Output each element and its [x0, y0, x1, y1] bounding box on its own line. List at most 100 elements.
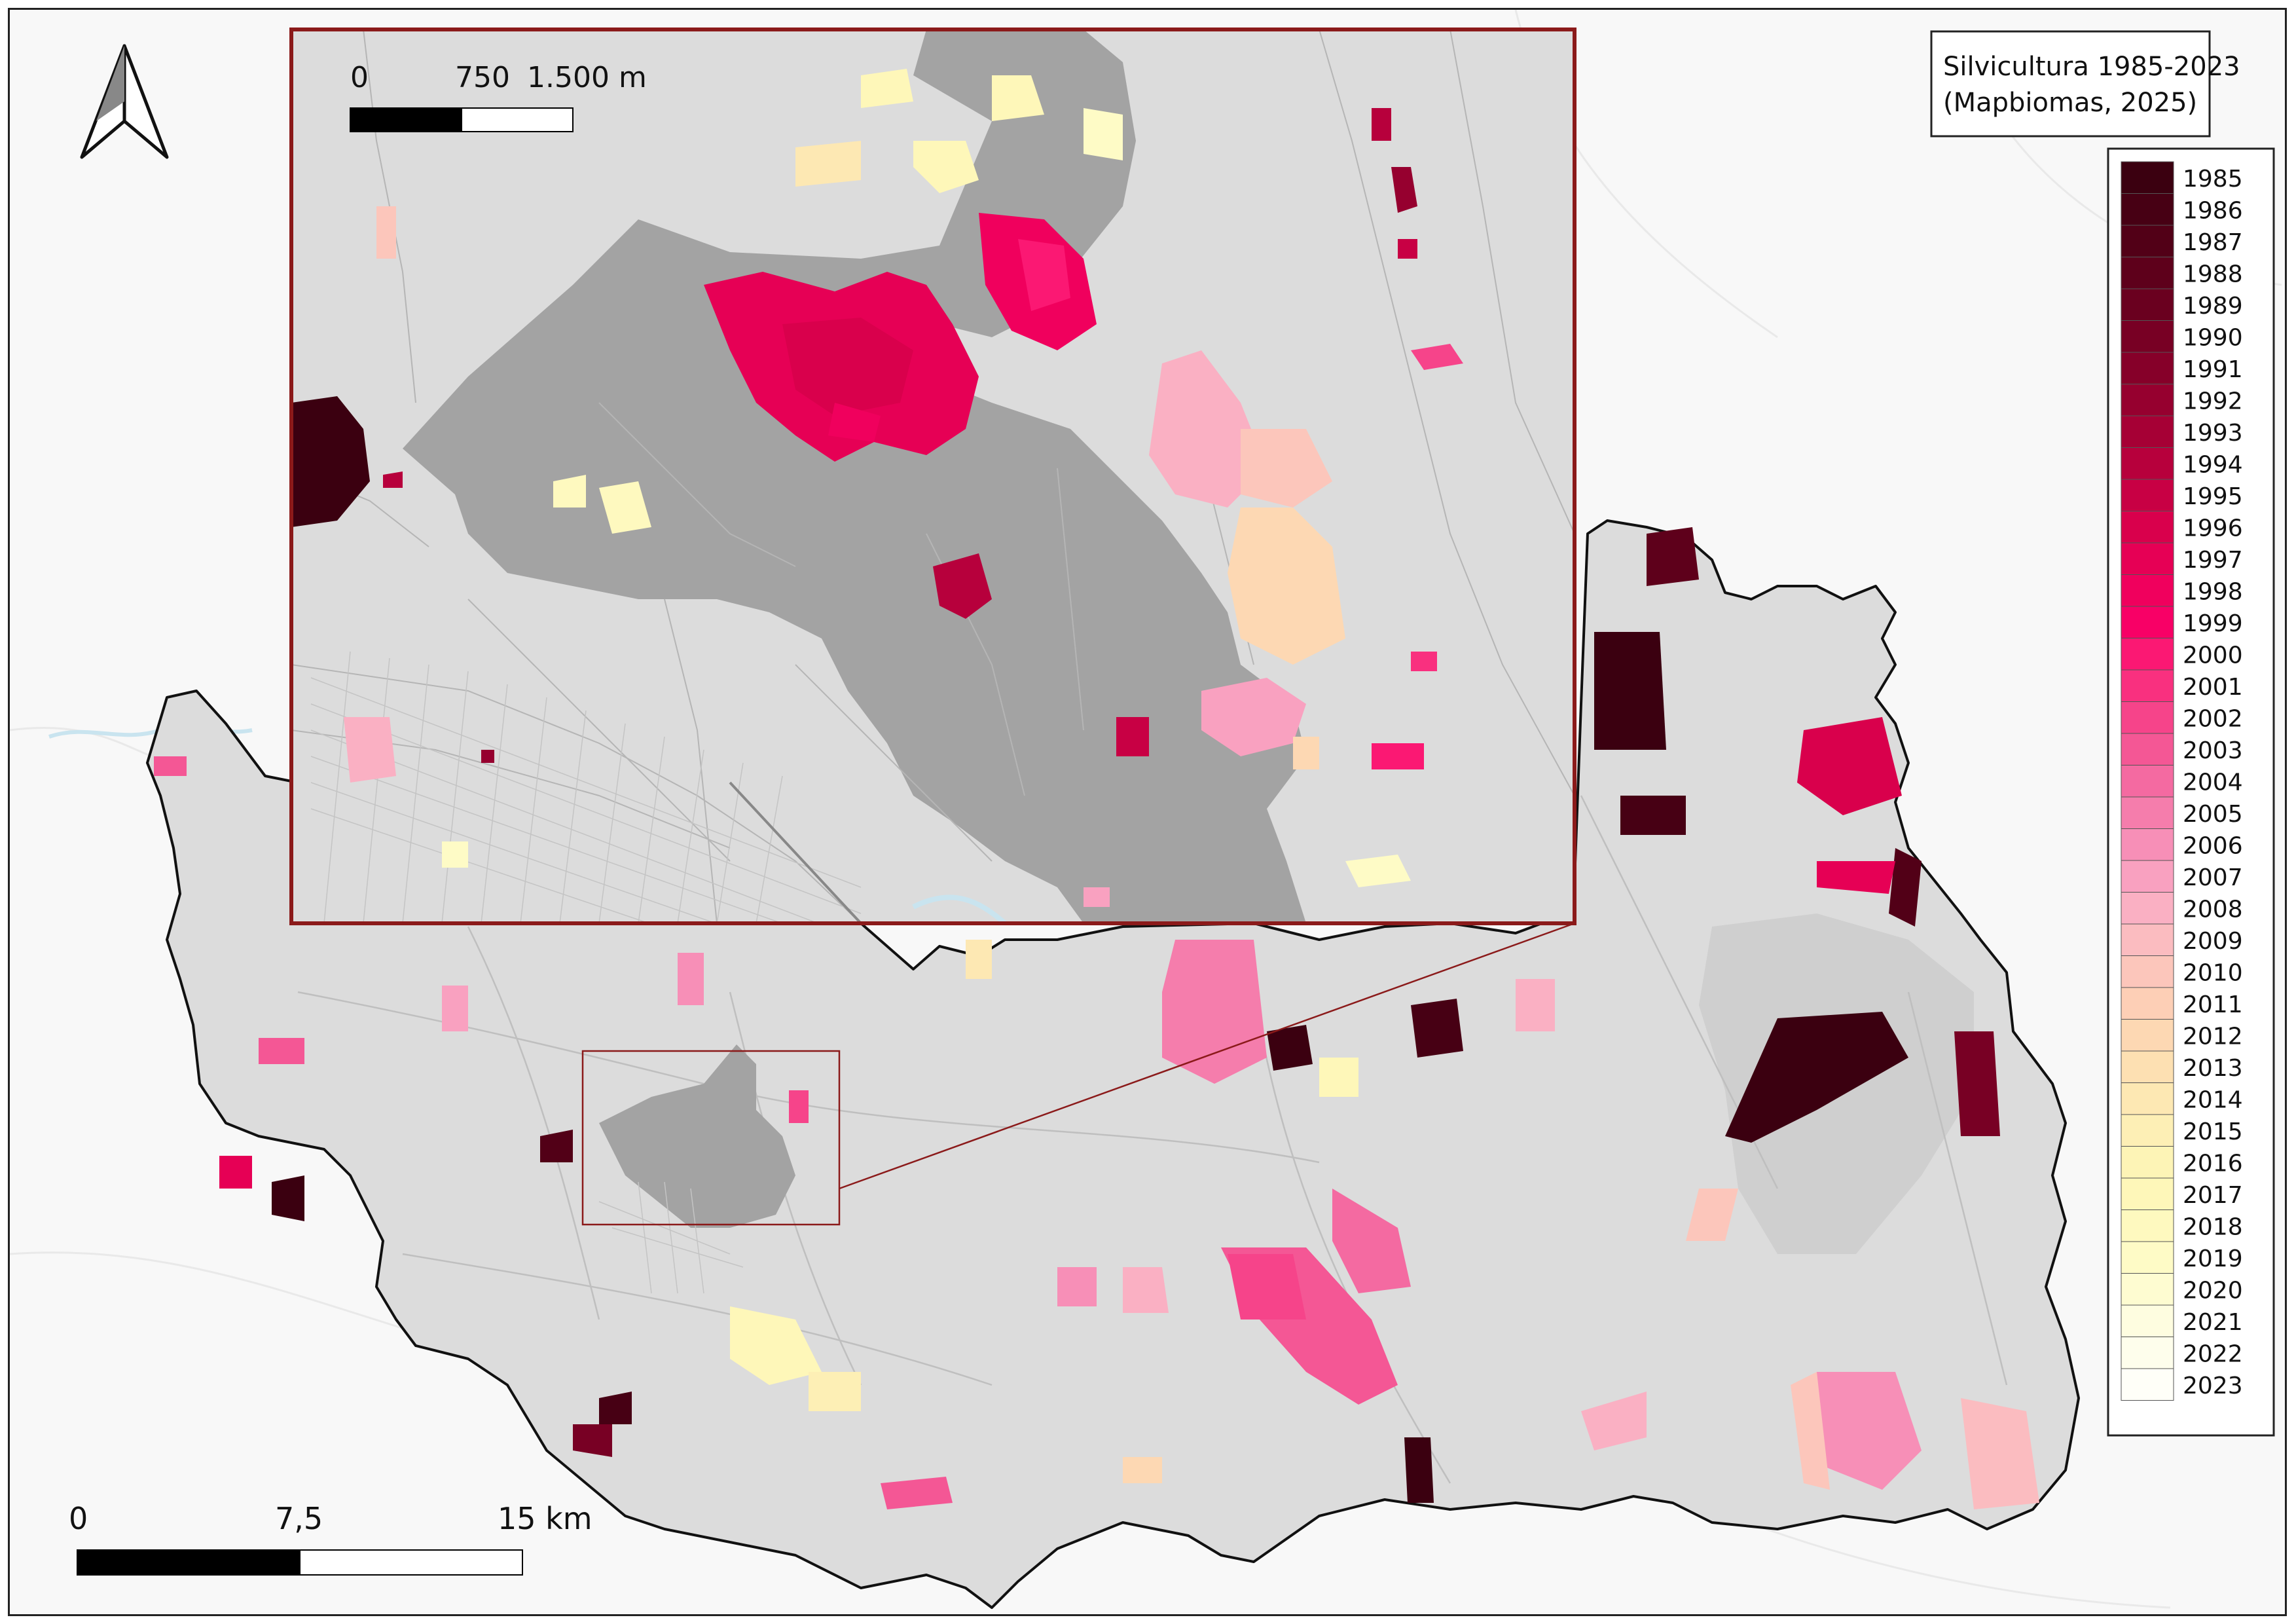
inset-railway — [729, 781, 862, 923]
inset-border — [289, 28, 1576, 925]
legend-swatch-2000 — [2121, 638, 2174, 671]
main-scale-label-7-5: 7,5 — [275, 1501, 323, 1536]
legend-swatch-1998 — [2121, 574, 2174, 607]
legend-label-1995: 1995 — [2183, 483, 2243, 510]
inset-scale-label-1500: 1.500 m — [527, 61, 647, 94]
legend-label-2010: 2010 — [2183, 959, 2243, 986]
main-scalebar-black-segment — [77, 1549, 301, 1576]
legend-swatch-1993 — [2121, 415, 2174, 448]
legend-label-2016: 2016 — [2183, 1150, 2243, 1177]
inset-map: 0 750 1.500 m — [289, 28, 1576, 925]
legend-label-1998: 1998 — [2183, 578, 2243, 605]
north-arrow-icon — [80, 44, 169, 159]
inset-silviculture-patches — [291, 69, 1463, 907]
legend-swatch-2005 — [2121, 796, 2174, 829]
legend-label-2019: 2019 — [2183, 1246, 2243, 1272]
legend-label-1989: 1989 — [2183, 293, 2243, 320]
title-box: Silvicultura 1985-2023 (Mapbiomas, 2025) — [1930, 30, 2240, 138]
urban-area-main — [599, 1044, 795, 1228]
legend-label-2007: 2007 — [2183, 864, 2243, 891]
legend-label-1988: 1988 — [2183, 261, 2243, 287]
legend-swatch-2023 — [2121, 1368, 2174, 1401]
legend-label-2000: 2000 — [2183, 642, 2243, 669]
legend-label-2002: 2002 — [2183, 705, 2243, 732]
map-canvas: 0 750 1.500 m 0 7,5 15 km Silvicultura 1… — [10, 10, 2282, 1609]
map-frame: 0 750 1.500 m 0 7,5 15 km Silvicultura 1… — [8, 8, 2287, 1616]
legend-label-2012: 2012 — [2183, 1023, 2243, 1050]
title-line-1: Silvicultura 1985-2023 — [1943, 52, 2240, 82]
legend-swatch-2022 — [2121, 1337, 2174, 1369]
legend-label-2022: 2022 — [2183, 1340, 2243, 1367]
legend-label-2014: 2014 — [2183, 1086, 2243, 1113]
legend-swatch-1997 — [2121, 542, 2174, 575]
legend-swatch-1989 — [2121, 288, 2174, 321]
legend-swatch-2015 — [2121, 1114, 2174, 1147]
main-scalebar: 0 7,5 15 km — [69, 1501, 592, 1576]
legend-swatch-1994 — [2121, 447, 2174, 480]
legend-swatch-2007 — [2121, 860, 2174, 893]
legend-label-2009: 2009 — [2183, 928, 2243, 955]
legend-swatch-2002 — [2121, 701, 2174, 734]
legend-label-1986: 1986 — [2183, 197, 2243, 224]
legend-swatch-2011 — [2121, 987, 2174, 1020]
legend-label-1987: 1987 — [2183, 229, 2243, 256]
inset-scalebar-white-segment — [461, 107, 574, 132]
municipality-boundary — [146, 519, 2080, 1609]
legend-label-2011: 2011 — [2183, 991, 2243, 1018]
legend-swatch-2013 — [2121, 1050, 2174, 1083]
inset-connector-line — [839, 922, 1575, 1190]
legend-swatch-2004 — [2121, 765, 2174, 798]
legend-swatch-1995 — [2121, 479, 2174, 511]
legend-label-1997: 1997 — [2183, 547, 2243, 574]
legend-swatch-2019 — [2121, 1241, 2174, 1274]
legend-swatch-2008 — [2121, 892, 2174, 925]
inset-water — [912, 895, 1007, 923]
title-line-2: (Mapbiomas, 2025) — [1943, 88, 2197, 118]
legend-swatch-1987 — [2121, 225, 2174, 257]
inset-scale-label-750: 750 — [455, 61, 510, 94]
main-scalebar-white-segment — [299, 1549, 523, 1576]
inset-scalebar: 0 750 1.500 m — [350, 61, 647, 132]
inset-locator-box — [581, 1050, 841, 1226]
legend-swatch-1986 — [2121, 193, 2174, 226]
legend-label-1990: 1990 — [2183, 324, 2243, 351]
legend-swatch-2001 — [2121, 669, 2174, 702]
legend-label-2017: 2017 — [2183, 1182, 2243, 1209]
inset-street-grid — [310, 651, 862, 923]
legend-swatch-1996 — [2121, 511, 2174, 544]
legend-label-2004: 2004 — [2183, 769, 2243, 796]
legend-swatch-1985 — [2121, 161, 2174, 194]
legend-swatch-1999 — [2121, 606, 2174, 638]
legend-swatch-1990 — [2121, 320, 2174, 353]
legend-label-2015: 2015 — [2183, 1118, 2243, 1145]
legend-swatch-1992 — [2121, 384, 2174, 416]
legend: 1985 1986 1987 1988 1989 1990 1991 1992 1993 1994… — [2107, 147, 2275, 1437]
legend-label-2003: 2003 — [2183, 737, 2243, 764]
inset-scale-label-0: 0 — [350, 61, 369, 94]
main-scale-label-0: 0 — [69, 1501, 88, 1536]
inset-scalebar-black-segment — [350, 107, 462, 132]
legend-swatch-2014 — [2121, 1082, 2174, 1115]
legend-label-1994: 1994 — [2183, 451, 2243, 478]
legend-swatch-2020 — [2121, 1273, 2174, 1306]
legend-label-2005: 2005 — [2183, 801, 2243, 828]
legend-swatch-2003 — [2121, 733, 2174, 766]
legend-label-2023: 2023 — [2183, 1373, 2243, 1399]
legend-label-1991: 1991 — [2183, 356, 2243, 383]
legend-label-1993: 1993 — [2183, 420, 2243, 447]
legend-label-1999: 1999 — [2183, 610, 2243, 637]
legend-label-2008: 2008 — [2183, 896, 2243, 923]
legend-swatch-2009 — [2121, 923, 2174, 956]
silviculture-patches-main — [154, 527, 2039, 1509]
legend-swatch-2012 — [2121, 1019, 2174, 1052]
legend-label-2006: 2006 — [2183, 832, 2243, 859]
legend-label-2018: 2018 — [2183, 1213, 2243, 1240]
legend-swatch-1988 — [2121, 257, 2174, 289]
legend-swatch-2010 — [2121, 955, 2174, 988]
urban-grid-main — [598, 1181, 744, 1294]
legend-swatch-2016 — [2121, 1146, 2174, 1179]
main-scale-label-15km: 15 km — [498, 1501, 592, 1536]
legend-swatch-2006 — [2121, 828, 2174, 861]
legend-swatch-2018 — [2121, 1209, 2174, 1242]
legend-swatch-1991 — [2121, 352, 2174, 384]
